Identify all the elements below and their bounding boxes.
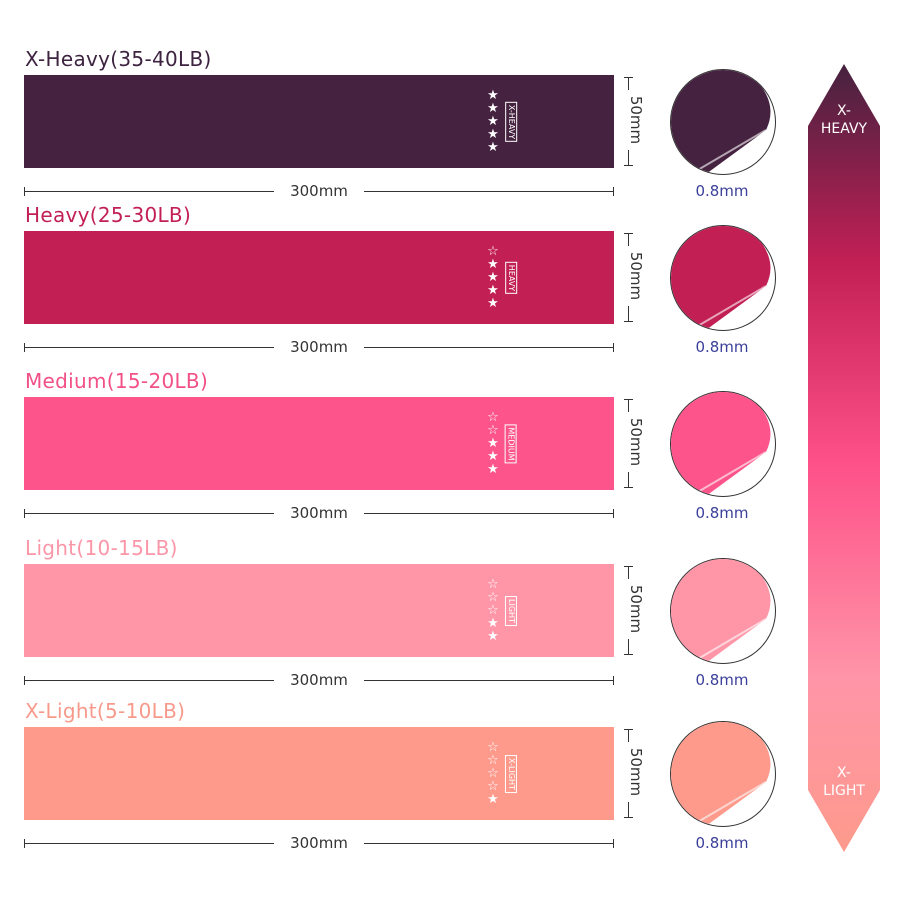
star-filled-icon: ★	[487, 114, 499, 129]
width-label: 300mm	[274, 338, 364, 356]
scale-bottom-label-1: X-	[837, 765, 851, 781]
band-tag-label: X-HEAVY	[505, 101, 518, 143]
height-label: 50mm	[627, 742, 645, 802]
star-outline-icon: ☆	[487, 410, 499, 425]
star-filled-icon: ★	[487, 792, 499, 807]
star-filled-icon: ★	[487, 616, 499, 631]
band-tag: ★ ★ ★ ★ ☆ HEAVY	[482, 245, 542, 311]
band-tag-label: MEDIUM	[505, 424, 518, 464]
star-filled-icon: ★	[487, 127, 499, 142]
width-dimension: 300mm	[24, 338, 614, 356]
height-label: 50mm	[627, 246, 645, 306]
band-title: Heavy(25-30LB)	[25, 203, 192, 227]
star-filled-icon: ★	[487, 88, 499, 103]
thickness-label: 0.8mm	[695, 182, 749, 200]
height-dimension: 50mm	[620, 231, 650, 324]
star-outline-icon: ☆	[487, 423, 499, 438]
thickness-label: 0.8mm	[695, 671, 749, 689]
band-tag: ★ ★ ★ ☆ ☆ MEDIUM	[482, 411, 542, 477]
star-outline-icon: ☆	[487, 740, 499, 755]
thickness-closeup	[670, 558, 776, 664]
thickness-closeup	[670, 69, 776, 175]
star-outline-icon: ☆	[487, 779, 499, 794]
height-label: 50mm	[627, 90, 645, 150]
band-tag: ★ ★ ★ ★ ★ X-HEAVY	[482, 89, 542, 155]
band-tag-label: LIGHT	[505, 596, 518, 626]
band-tag-label: HEAVY	[505, 261, 518, 295]
thickness-closeup	[670, 391, 776, 497]
strength-stars: ★ ☆ ☆ ☆ ☆	[486, 741, 500, 806]
band-tag: ★ ★ ☆ ☆ ☆ LIGHT	[482, 578, 542, 644]
thickness-closeup	[670, 225, 776, 331]
scale-bottom-label-2: LIGHT	[823, 783, 865, 799]
band-row: Light(10-15LB) ★ ★ ☆ ☆ ☆ LIGHT 50mm 300mm	[0, 536, 660, 724]
band-row: Heavy(25-30LB) ★ ★ ★ ★ ☆ HEAVY 50mm 300mm	[0, 203, 660, 391]
star-outline-icon: ☆	[487, 577, 499, 592]
height-dimension: 50mm	[620, 75, 650, 168]
width-dimension: 300mm	[24, 182, 614, 200]
star-filled-icon: ★	[487, 449, 499, 464]
thickness-label: 0.8mm	[695, 338, 749, 356]
star-filled-icon: ★	[487, 436, 499, 451]
height-dimension: 50mm	[620, 727, 650, 820]
star-filled-icon: ★	[487, 101, 499, 116]
star-filled-icon: ★	[487, 296, 499, 311]
star-outline-icon: ☆	[487, 590, 499, 605]
height-dimension: 50mm	[620, 564, 650, 657]
width-label: 300mm	[274, 834, 364, 852]
width-dimension: 300mm	[24, 504, 614, 522]
thickness-label: 0.8mm	[695, 834, 749, 852]
star-outline-icon: ☆	[487, 766, 499, 781]
strength-stars: ★ ★ ★ ★ ☆	[486, 245, 500, 310]
band-tag-label: X-LIGHT	[505, 755, 518, 793]
band-tag: ★ ☆ ☆ ☆ ☆ X-LIGHT	[482, 741, 542, 807]
width-label: 300mm	[274, 504, 364, 522]
band-title: X-Light(5-10LB)	[25, 699, 186, 723]
height-label: 50mm	[627, 412, 645, 472]
strength-stars: ★ ★ ★ ☆ ☆	[486, 411, 500, 476]
band-row: X-Light(5-10LB) ★ ☆ ☆ ☆ ☆ X-LIGHT 50mm 300mm	[0, 699, 660, 887]
band-swatch: ★ ★ ★ ★ ★ X-HEAVY	[24, 75, 614, 168]
band-title: Light(10-15LB)	[25, 536, 178, 560]
resistance-scale-arrow	[808, 64, 880, 852]
star-filled-icon: ★	[487, 283, 499, 298]
scale-top-label-1: X-	[837, 103, 851, 119]
band-swatch: ★ ☆ ☆ ☆ ☆ X-LIGHT	[24, 727, 614, 820]
thickness-label: 0.8mm	[695, 504, 749, 522]
star-filled-icon: ★	[487, 257, 499, 272]
band-swatch: ★ ★ ★ ★ ☆ HEAVY	[24, 231, 614, 324]
band-swatch: ★ ★ ★ ☆ ☆ MEDIUM	[24, 397, 614, 490]
strength-stars: ★ ★ ☆ ☆ ☆	[486, 578, 500, 643]
thickness-closeup	[670, 721, 776, 827]
star-filled-icon: ★	[487, 462, 499, 477]
star-filled-icon: ★	[487, 140, 499, 155]
star-outline-icon: ☆	[487, 753, 499, 768]
star-filled-icon: ★	[487, 270, 499, 285]
band-title: X-Heavy(35-40LB)	[25, 47, 212, 71]
band-swatch: ★ ★ ☆ ☆ ☆ LIGHT	[24, 564, 614, 657]
band-row: X-Heavy(35-40LB) ★ ★ ★ ★ ★ X-HEAVY 50mm 300m…	[0, 47, 660, 235]
star-filled-icon: ★	[487, 629, 499, 644]
band-title: Medium(15-20LB)	[25, 369, 209, 393]
scale-top-label: X- HEAVY	[806, 102, 882, 138]
star-outline-icon: ☆	[487, 244, 499, 259]
star-outline-icon: ☆	[487, 603, 499, 618]
scale-top-label-2: HEAVY	[820, 121, 868, 137]
width-dimension: 300mm	[24, 671, 614, 689]
width-label: 300mm	[274, 671, 364, 689]
width-dimension: 300mm	[24, 834, 614, 852]
band-row: Medium(15-20LB) ★ ★ ★ ☆ ☆ MEDIUM 50mm 300mm	[0, 369, 660, 557]
strength-stars: ★ ★ ★ ★ ★	[486, 89, 500, 154]
scale-bottom-label: X- LIGHT	[806, 764, 882, 800]
height-label: 50mm	[627, 579, 645, 639]
width-label: 300mm	[274, 182, 364, 200]
height-dimension: 50mm	[620, 397, 650, 490]
